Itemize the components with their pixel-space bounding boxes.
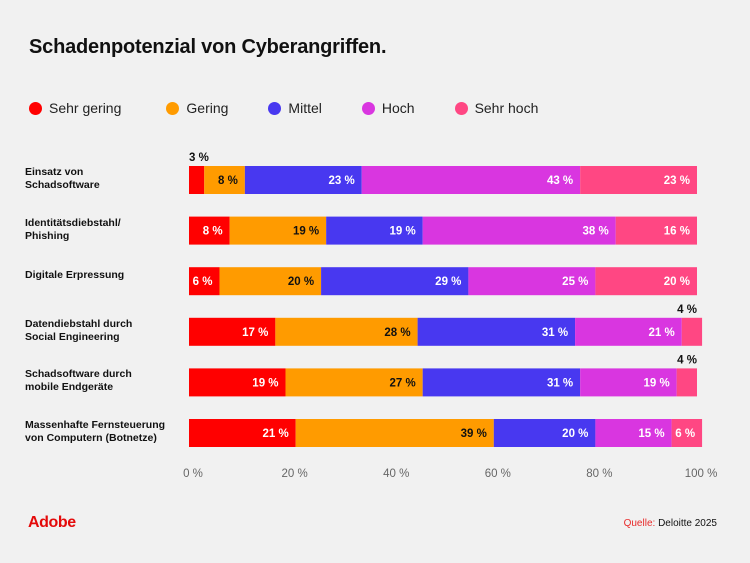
data-label: 38 % [583, 226, 609, 238]
adobe-logo: Adobe [28, 514, 76, 531]
data-label: 19 % [252, 377, 278, 389]
x-tick-label: 0 % [183, 468, 203, 480]
bar-segment [575, 317, 682, 346]
data-label: 23 % [329, 175, 355, 187]
bar-segment [189, 419, 296, 447]
bar-segment [204, 166, 245, 194]
bar-segment [422, 368, 581, 397]
category-label: Identitätsdiebstahl/Phishing [25, 216, 121, 242]
data-label: 27 % [389, 377, 415, 389]
bar-segment [468, 267, 596, 296]
bar-segment [615, 216, 697, 245]
bar-segment [493, 419, 596, 447]
bar-segment [219, 267, 322, 296]
x-tick-label: 20 % [281, 468, 307, 480]
legend-label: Sehr gering [49, 100, 122, 116]
data-label: 31 % [547, 377, 573, 389]
data-label: 43 % [547, 175, 573, 187]
x-tick-label: 60 % [485, 468, 511, 480]
x-tick-label: 40 % [383, 468, 409, 480]
data-label: 20 % [562, 428, 588, 440]
data-label: 15 % [638, 428, 664, 440]
category-label: Schadsoftware durch mobile Endgeräte [25, 368, 132, 394]
data-label: 31 % [542, 327, 568, 339]
data-label: 4 % [677, 354, 697, 366]
data-label: 4 % [677, 304, 697, 316]
data-label: 6 % [193, 276, 213, 288]
legend-swatch [29, 101, 42, 115]
bar-segment [244, 166, 362, 194]
data-label: 25 % [562, 276, 588, 288]
bar-segment [681, 317, 703, 346]
data-label: 8 % [203, 226, 223, 238]
data-label: 19 % [293, 226, 319, 238]
legend-item: Hoch [361, 100, 415, 116]
x-tick-label: 100 % [685, 468, 718, 480]
category-label: Einsatz von Schadsoftware [25, 166, 100, 191]
data-label: 29 % [435, 276, 461, 288]
data-label: 8 % [218, 175, 238, 187]
bar-segment [361, 166, 581, 194]
bar-segment [229, 216, 327, 245]
legend: Sehr gering Gering Mittel Hoch Sehr hoch [29, 100, 538, 116]
chart-title: Schadenpotenzial von Cyberangriffen. [29, 36, 387, 58]
legend-swatch [166, 101, 180, 115]
bar-segment [189, 368, 286, 397]
data-label: 21 % [262, 428, 288, 440]
bar-segment [580, 166, 697, 194]
bar-segment [189, 216, 230, 245]
legend-item: Sehr hoch [454, 100, 539, 116]
bar-segment [295, 419, 494, 447]
bar-segment [422, 216, 616, 245]
data-label: 20 % [664, 276, 690, 288]
legend-swatch [454, 101, 468, 115]
bar-segment [189, 166, 205, 194]
data-label: 16 % [664, 226, 690, 238]
data-label: 20 % [288, 276, 314, 288]
bar-segment [189, 317, 276, 346]
x-tick-label: 80 % [586, 468, 612, 480]
legend-label: Mittel [288, 100, 322, 116]
source-label: Quelle: [623, 518, 656, 529]
bar-segment [676, 368, 697, 397]
bar-segment [595, 267, 697, 296]
data-label: 17 % [242, 327, 268, 339]
data-label: 39 % [461, 428, 487, 440]
data-label: 6 % [675, 428, 695, 440]
data-label: 21 % [649, 327, 675, 339]
bar-segment [671, 419, 703, 447]
legend-label: Gering [186, 100, 229, 116]
data-label: 19 % [643, 377, 669, 389]
legend-swatch [361, 101, 375, 115]
bar-segment [275, 317, 418, 346]
legend-label: Sehr hoch [474, 100, 539, 116]
bar-segment [417, 317, 576, 346]
legend-item: Gering [166, 100, 228, 116]
source-value: Deloitte 2025 [658, 518, 717, 529]
legend-label: Hoch [381, 100, 415, 116]
bar-segment [189, 267, 220, 296]
bar-segment [321, 267, 469, 296]
bar-segment [580, 368, 677, 397]
legend-item: Mittel [268, 100, 322, 116]
data-label: 23 % [664, 175, 690, 187]
data-label: 28 % [384, 327, 410, 339]
data-label: 19 % [389, 226, 415, 238]
bar-segment [326, 216, 423, 245]
category-label: Massenhafte Fernsteuerung von Computern (… [25, 419, 166, 444]
bar-segment [595, 419, 672, 447]
data-label: 3 % [189, 152, 209, 164]
category-label: Digitale Erpressung [25, 269, 125, 282]
bar-segment [285, 368, 423, 397]
legend-swatch [268, 101, 282, 115]
legend-item: Sehr gering [29, 100, 121, 116]
source-note: Quelle: Deloitte 2025 [624, 518, 717, 529]
category-label: Datendiebstahl durch Social Engineering [25, 317, 133, 343]
